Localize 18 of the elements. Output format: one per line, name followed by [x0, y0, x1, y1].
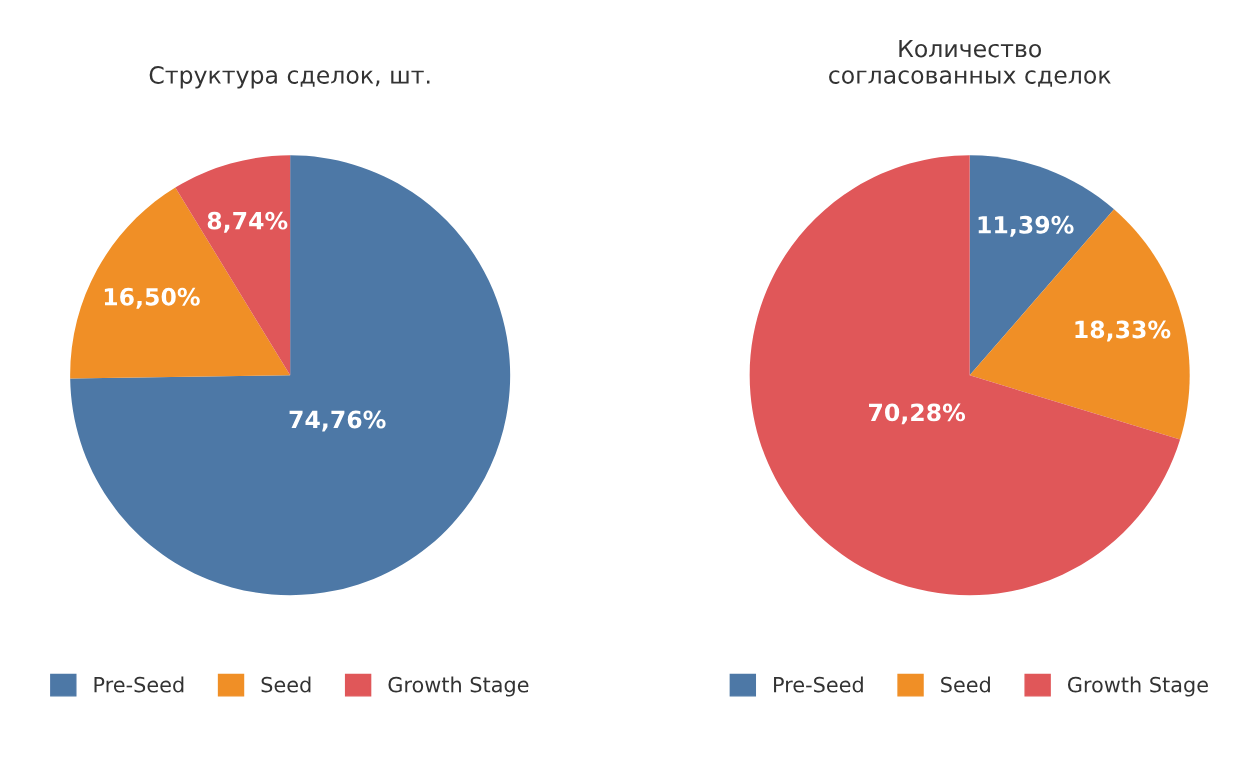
legend-label: Seed [941, 676, 990, 693]
data-label: 18,33% [1075, 320, 1171, 342]
legend-label: Growth Stage [388, 676, 529, 697]
legend-label: Seed [261, 676, 311, 693]
data-label: 8,74% [207, 211, 288, 233]
data-label: 16,50% [104, 287, 200, 309]
chart-title: Количество согласованных сделок [829, 39, 1111, 87]
legend-label: Growth Stage [1067, 676, 1208, 697]
pie-slice [70, 187, 291, 379]
data-label: 70,28% [869, 403, 966, 425]
pie-slice [70, 155, 511, 596]
pie-slice [749, 155, 1181, 596]
data-label: 74,76% [289, 410, 386, 432]
legend-label: Pre-Seed [94, 676, 184, 693]
data-label: 11,39% [978, 215, 1074, 237]
pie-slice [969, 209, 1190, 440]
legend-label: Pre-Seed [774, 676, 863, 693]
chart-title: Структура сделок, шт. [149, 66, 430, 89]
